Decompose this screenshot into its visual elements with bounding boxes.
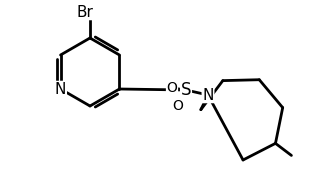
Text: N: N — [202, 87, 214, 102]
Text: S: S — [181, 81, 191, 99]
Text: O: O — [167, 81, 178, 95]
Text: O: O — [173, 99, 183, 113]
Text: N: N — [55, 82, 66, 96]
Text: Br: Br — [76, 4, 94, 19]
